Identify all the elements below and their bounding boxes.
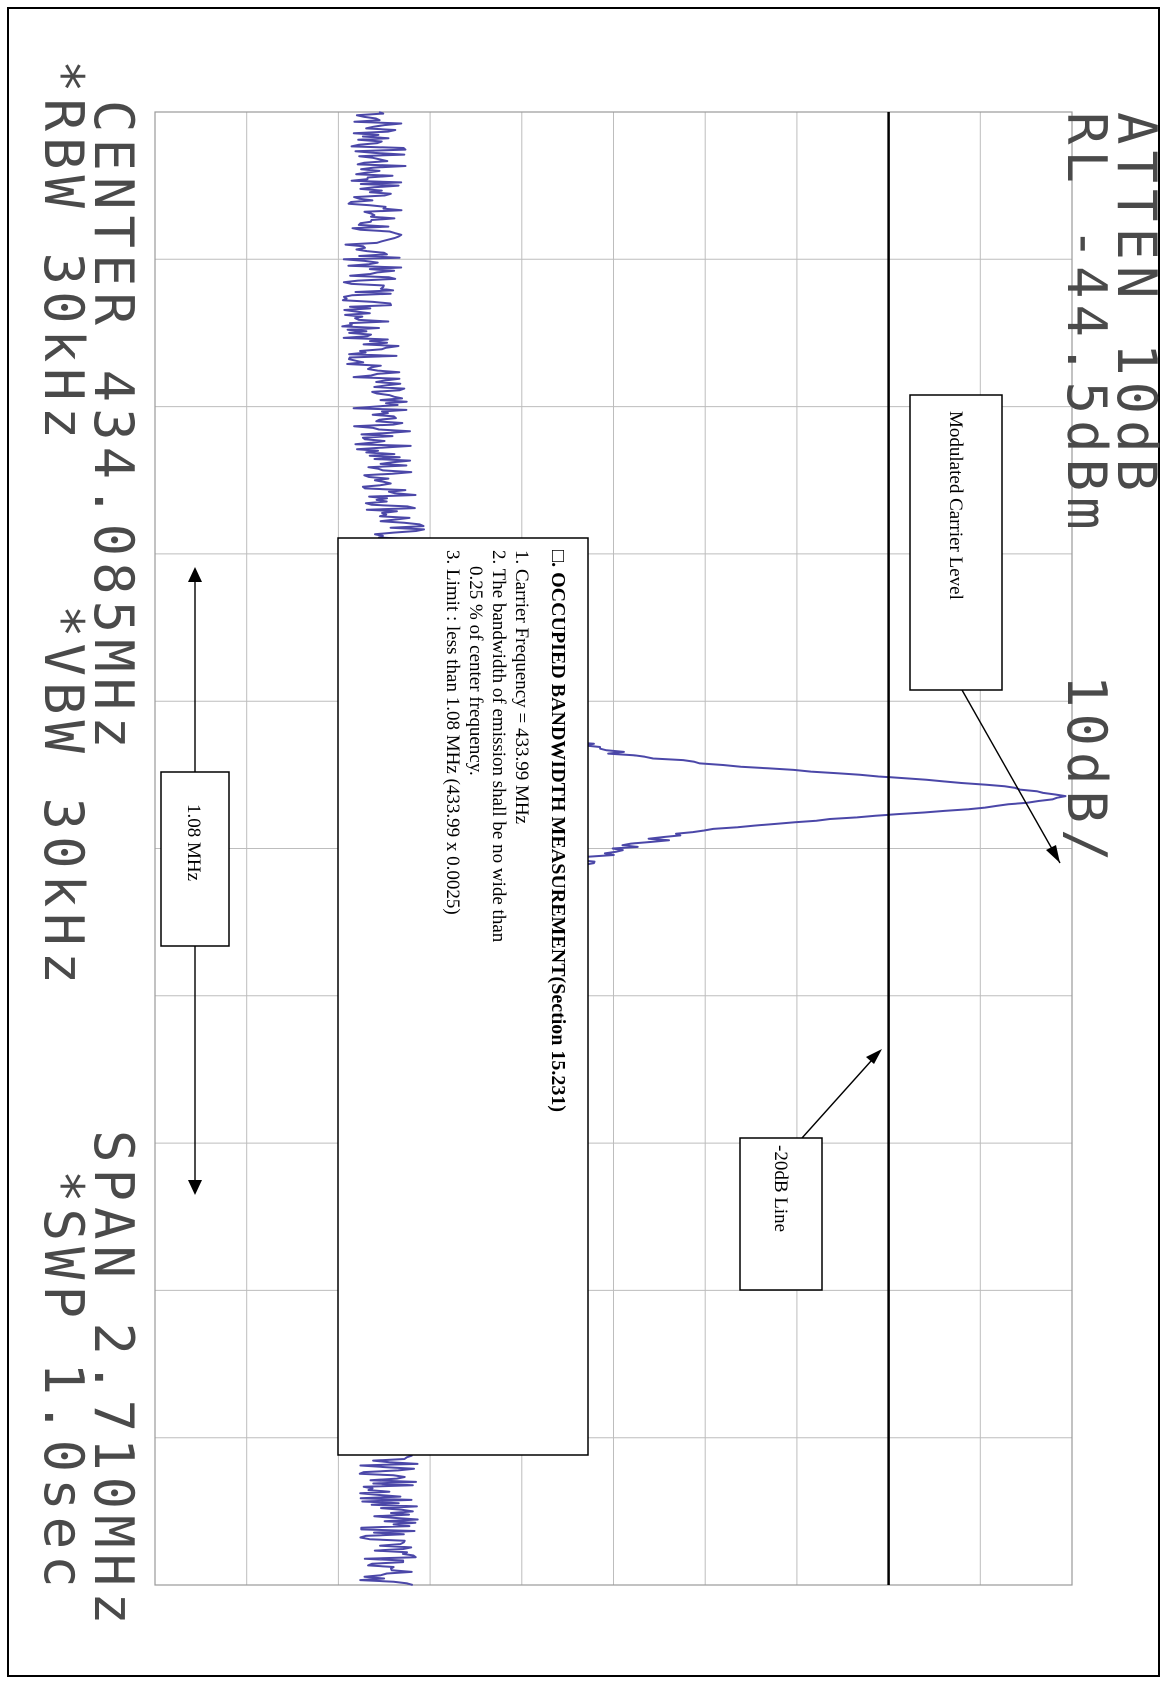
minus-20db-label-box <box>739 1137 823 1291</box>
measurement-line-2b: 0.25 % of center frequency. <box>465 566 486 776</box>
header-atten: ATTEN 10dB <box>1105 112 1168 497</box>
carrier-arrowhead <box>1046 845 1060 863</box>
footer-rbw: *RBW 30kHz <box>32 60 95 445</box>
measurement-box <box>337 537 589 1456</box>
header-scale: 10dB/ <box>1055 675 1118 868</box>
grid-border <box>154 111 1073 1586</box>
footer-swp: *SWP 1.0sec <box>32 1170 95 1594</box>
measurement-line-1: 1. Carrier Frequency = 433.99 MHz <box>511 550 532 824</box>
measurement-line-2a: 2. The bandwidth of emission shall be no… <box>488 550 509 943</box>
page-frame <box>7 7 1160 1677</box>
measurement-line-3: 3. Limit : less than 1.08 MHz (433.99 x … <box>442 550 463 915</box>
footer-center: CENTER 434.085MHz <box>82 100 145 755</box>
minus-20db-arrowhead <box>866 1049 882 1064</box>
minus-20db-label: -20dB Line <box>770 1145 791 1232</box>
header-ref-level: RL -44.5dBm <box>1055 112 1118 536</box>
bandwidth-arrowhead-top <box>188 567 202 582</box>
minus-20db-arrow <box>801 1050 881 1139</box>
bandwidth-label-box <box>160 771 230 947</box>
footer-span: SPAN 2.710MHz <box>82 1130 145 1631</box>
measurement-title: □. OCCUPIED BANDWIDTH MEASUREMENT(Sectio… <box>547 550 569 1112</box>
footer-vbw: *VBW 30kHz <box>32 605 95 990</box>
bandwidth-label: 1.08 MHz <box>183 804 204 881</box>
bandwidth-arrowhead-bottom <box>188 1180 202 1195</box>
carrier-label-box <box>909 394 1003 691</box>
carrier-label: Modulated Carrier Level <box>945 411 966 600</box>
carrier-arrow <box>961 689 1061 864</box>
